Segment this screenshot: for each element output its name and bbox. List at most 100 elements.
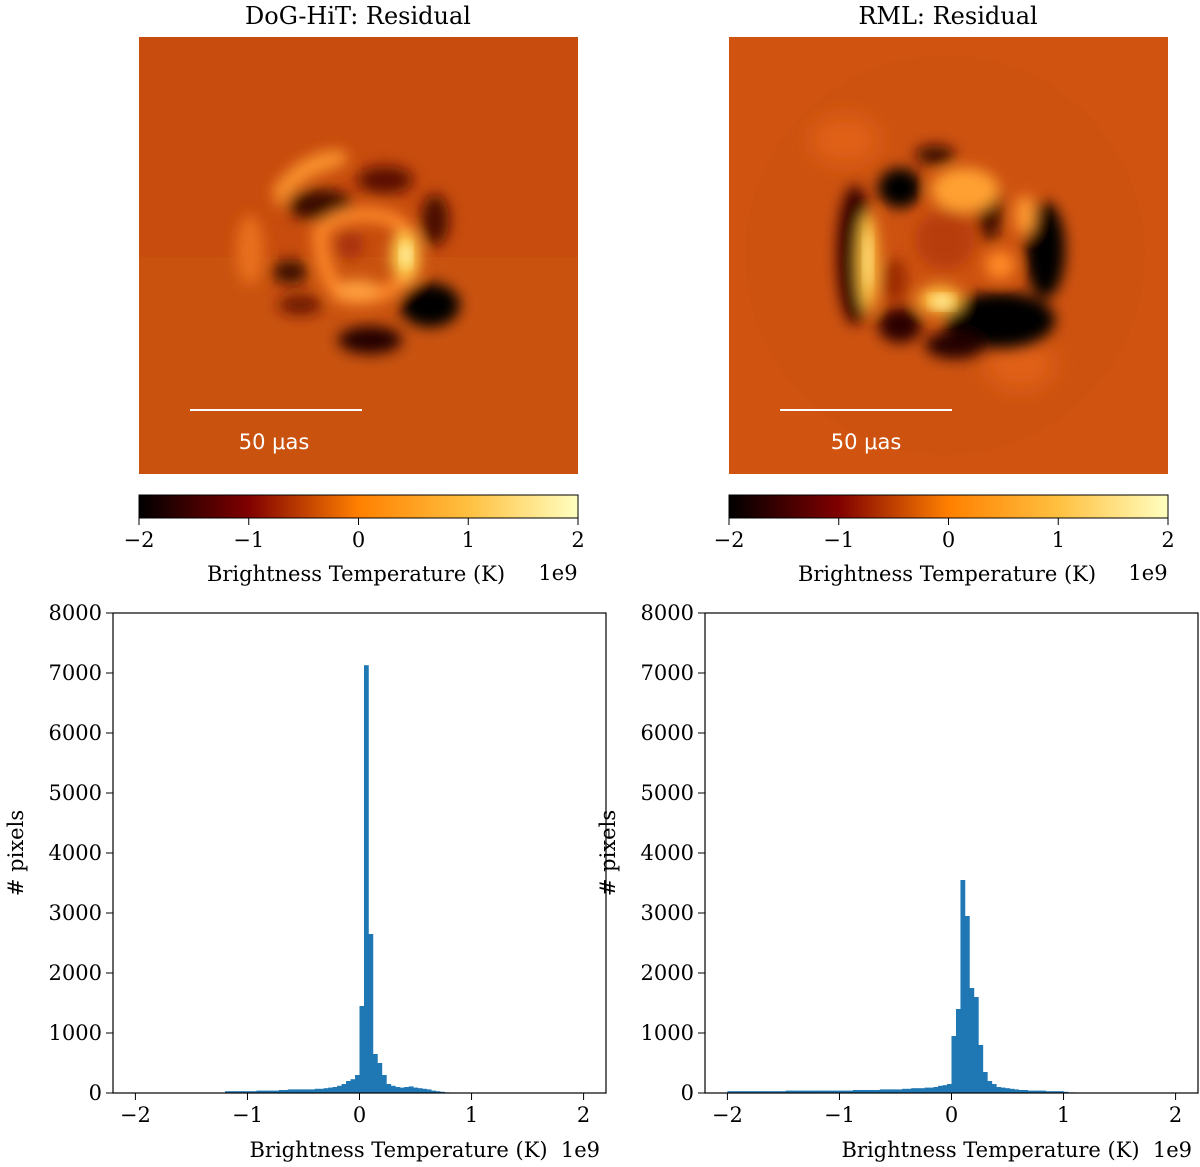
- histogram-bar: [1014, 1089, 1020, 1093]
- histogram-bar: [256, 1090, 262, 1093]
- colorbar: −2 −1 0 1 2 Brightness Temperature (K) 1e9: [714, 494, 1175, 586]
- histogram-bar: [938, 1085, 943, 1093]
- histogram-bar: [991, 1084, 997, 1093]
- histogram-rml: −2 −1 0 1 2 0 1000 2000 3000 4000 5000 6000 7000 8000…: [596, 601, 1199, 1162]
- colorbar-tick-label: 1: [1052, 528, 1065, 552]
- residual-panel-doghit: DoG-HiT: Residual 50 μas: [124, 2, 585, 586]
- histogram-bar: [1036, 1090, 1042, 1093]
- histogram-bar: [826, 1090, 831, 1093]
- colorbar-tick-label: 0: [352, 528, 365, 552]
- histogram-bar: [1041, 1090, 1046, 1093]
- colorbar: −2 −1 0 1 2 Brightness Temperature (K) 1e9: [124, 494, 585, 586]
- histogram-bar: [346, 1081, 351, 1093]
- histogram-bar: [857, 1090, 863, 1093]
- x-offset-label: 1e9: [1153, 1138, 1192, 1162]
- histogram-bars: [225, 665, 454, 1093]
- y-tick-label: 8000: [641, 601, 694, 625]
- histogram-bar: [390, 1085, 396, 1093]
- histogram-bar: [431, 1090, 436, 1093]
- histogram-bar: [942, 1085, 948, 1093]
- x-tick-label: 0: [945, 1103, 958, 1127]
- x-tick-label: 1: [465, 1103, 478, 1127]
- colorbar-tick-label: 1: [462, 528, 475, 552]
- histogram-bar: [772, 1091, 778, 1093]
- histogram-bar: [745, 1091, 751, 1093]
- histogram-bar: [911, 1088, 916, 1093]
- histogram-bar: [229, 1091, 235, 1093]
- histogram-bar: [808, 1090, 813, 1093]
- histogram-bar: [238, 1091, 244, 1093]
- histogram-bar: [355, 1075, 360, 1093]
- histogram-bar: [987, 1081, 993, 1093]
- histogram-bar: [973, 997, 979, 1093]
- histogram-bar: [955, 1009, 961, 1093]
- histogram-bar: [1005, 1088, 1011, 1093]
- x-offset-label: 1e9: [561, 1138, 600, 1162]
- histogram-bar: [875, 1090, 881, 1093]
- histogram-bar: [929, 1087, 934, 1093]
- histogram-bar: [933, 1087, 939, 1093]
- histogram-bar: [310, 1089, 315, 1093]
- histogram-bar: [426, 1089, 432, 1093]
- y-axis-label: # pixels: [596, 810, 620, 896]
- colorbar-gradient: [728, 494, 1169, 519]
- colorbar-tick-label: −1: [823, 528, 854, 552]
- histogram-bar: [408, 1086, 414, 1093]
- y-tick-label: 6000: [49, 721, 102, 745]
- y-tick-label: 7000: [641, 661, 694, 685]
- histogram-bar: [897, 1089, 903, 1093]
- histogram-bar: [852, 1090, 858, 1093]
- histogram-bar: [1045, 1091, 1051, 1093]
- histogram-bar: [296, 1089, 302, 1093]
- histogram-bar: [381, 1075, 387, 1093]
- histogram-bar: [996, 1087, 1002, 1093]
- histogram-bar: [790, 1090, 795, 1093]
- y-tick-label: 5000: [49, 781, 102, 805]
- histogram-bar: [731, 1091, 737, 1093]
- colorbar-tick-label: −2: [124, 528, 155, 552]
- histogram-bar: [982, 1072, 988, 1093]
- histogram-bar: [893, 1089, 899, 1093]
- histogram-bar: [794, 1090, 800, 1093]
- histogram-bar: [435, 1091, 441, 1093]
- histogram-bar: [736, 1091, 742, 1093]
- histogram-bar: [337, 1085, 342, 1093]
- x-tick-label: 2: [1169, 1103, 1182, 1127]
- histogram-bar: [1023, 1090, 1028, 1093]
- y-axis-label: # pixels: [4, 810, 28, 896]
- histogram-bar: [834, 1090, 840, 1093]
- histogram-bar: [386, 1084, 392, 1093]
- y-tick-label: 0: [89, 1081, 102, 1105]
- y-tick-label: 4000: [49, 841, 102, 865]
- scale-bar-label: 50 μas: [831, 430, 902, 454]
- histogram-bar: [260, 1090, 266, 1093]
- histogram-bar: [368, 934, 374, 1093]
- histogram-bar: [399, 1087, 405, 1093]
- scale-bar-label: 50 μas: [239, 430, 310, 454]
- panel-title: DoG-HiT: Residual: [245, 2, 471, 30]
- colorbar-label: Brightness Temperature (K): [207, 562, 505, 586]
- y-tick-label: 2000: [641, 961, 694, 985]
- histogram-bar: [781, 1091, 786, 1093]
- histogram-bar: [301, 1089, 307, 1093]
- histogram-bar: [413, 1087, 419, 1093]
- histogram-bar: [785, 1090, 791, 1093]
- histogram-bar: [422, 1088, 428, 1093]
- histogram-bar: [843, 1090, 849, 1093]
- y-tick-label: 6000: [641, 721, 694, 745]
- histogram-bar: [861, 1090, 867, 1093]
- histogram-bar: [754, 1091, 760, 1093]
- histogram-bar: [278, 1090, 284, 1093]
- histogram-bar: [305, 1089, 311, 1093]
- histogram-bar: [1059, 1091, 1064, 1093]
- colorbar-tick-label: −2: [714, 528, 745, 552]
- histogram-bar: [283, 1090, 289, 1093]
- histogram-bar: [758, 1091, 764, 1093]
- colorbar-tick-label: 2: [1161, 528, 1174, 552]
- histogram-bar: [1032, 1090, 1037, 1093]
- y-tick-label: 1000: [641, 1021, 694, 1045]
- histogram-bar: [749, 1091, 755, 1093]
- histogram-bar: [359, 1006, 365, 1093]
- x-axis-label: Brightness Temperature (K): [842, 1138, 1140, 1162]
- colorbar-offset-label: 1e9: [1128, 561, 1167, 585]
